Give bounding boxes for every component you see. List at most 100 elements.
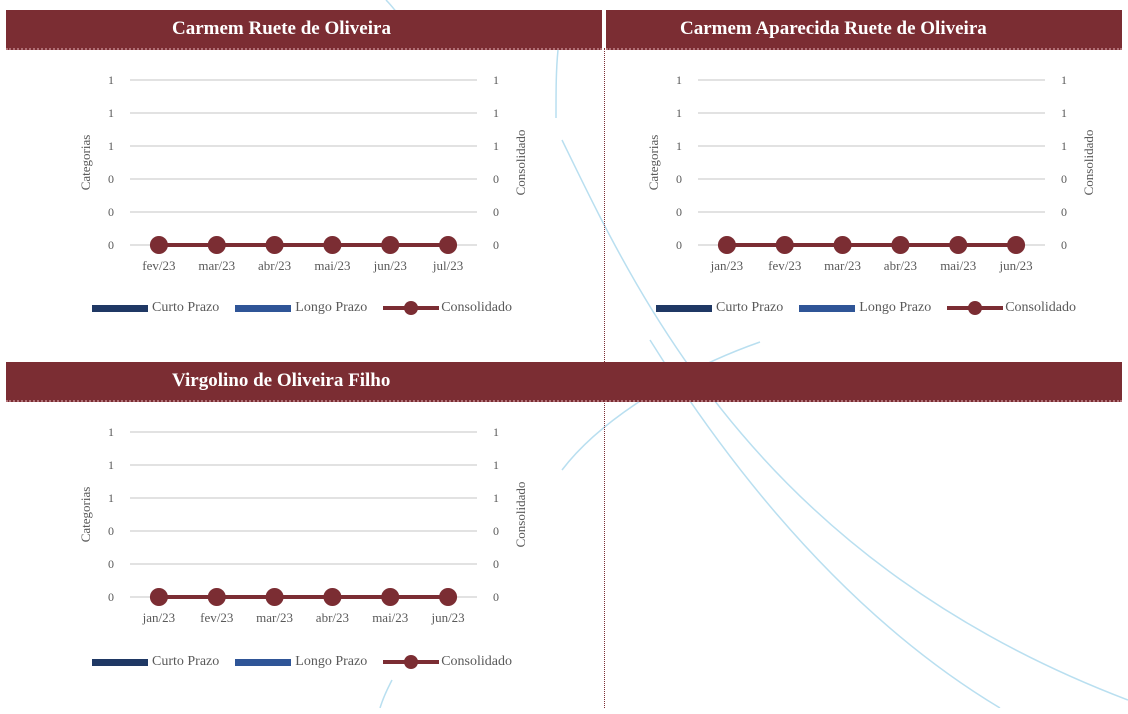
y-tick-label: 1 [108,458,114,472]
legend-label: Longo Prazo [859,300,931,316]
legend-item-consolidado: Consolidado [383,300,512,316]
y2-tick-label: 1 [493,106,499,120]
legend-item-curto: Curto Prazo [656,300,783,316]
x-tick-label: fev/23 [768,258,801,273]
y-tick-label: 0 [108,205,114,219]
x-tick-label: jun/23 [373,258,407,273]
chart-svg: 1 1 1 1 1 1 0 0 0 0 0 0 Categorias Consolidado jan/23 f… [72,414,542,644]
y-tick-label: 0 [108,524,114,538]
y-tick-label: 1 [108,106,114,120]
x-tick-label: jun/23 [998,258,1032,273]
y-axis-title: Categorias [78,135,93,191]
legend-item-longo: Longo Prazo [235,300,367,316]
y-tick-label: 1 [108,425,114,439]
chart-svg: 1 1 1 1 1 1 0 0 0 0 0 0 Categorias Consolidado fev/23 m… [72,62,542,292]
legend-swatch-curto [92,659,148,666]
y-tick-label: 1 [108,73,114,87]
x-tick-label: jun/23 [430,610,464,625]
consolidado-point [776,236,794,254]
legend-label: Longo Prazo [295,300,367,316]
legend-label: Curto Prazo [152,654,219,670]
consolidado-point [439,588,457,606]
y2-tick-label: 1 [493,139,499,153]
x-tick-label: mai/23 [314,258,350,273]
consolidado-point [891,236,909,254]
y2-tick-label: 0 [493,557,499,571]
legend-item-longo: Longo Prazo [799,300,931,316]
y2-axis-title: Consolidado [513,130,528,196]
legend-label: Consolidado [1005,300,1076,316]
chart-title: Carmem Ruete de Oliveira [172,18,391,40]
chart-panel: 1 1 1 1 1 1 0 0 0 0 0 0 Categorias Consolidado jan/23 f… [72,414,632,714]
consolidado-point [266,588,284,606]
y2-tick-label: 0 [493,172,499,186]
legend-swatch-longo [235,659,291,666]
legend-swatch-longo [235,305,291,312]
consolidado-point [323,236,341,254]
y-tick-label: 0 [676,238,682,252]
y-tick-label: 0 [108,238,114,252]
legend-item-consolidado: Consolidado [947,300,1076,316]
legend-swatch-curto [92,305,148,312]
consolidado-point [208,236,226,254]
y2-tick-label: 1 [1061,106,1067,120]
y2-tick-label: 0 [1061,172,1067,186]
consolidado-point [1007,236,1025,254]
x-tick-label: jan/23 [142,610,176,625]
consolidado-point [834,236,852,254]
legend-item-curto: Curto Prazo [92,300,219,316]
legend-label: Longo Prazo [295,654,367,670]
y2-tick-label: 1 [493,491,499,505]
legend-item-longo: Longo Prazo [235,654,367,670]
x-tick-label: jan/23 [710,258,744,273]
banner-chart-1: Carmem Ruete de Oliveira [6,10,602,50]
legend-label: Consolidado [441,654,512,670]
chart-panel: 1 1 1 1 1 1 0 0 0 0 0 0 Categorias Consolidado fev/23 m… [72,62,632,362]
consolidado-point [150,588,168,606]
y2-tick-label: 1 [1061,139,1067,153]
y-tick-label: 0 [676,205,682,219]
legend-swatch-consolidado [947,301,1003,315]
y-tick-label: 1 [676,73,682,87]
y2-tick-label: 0 [493,524,499,538]
y-tick-label: 0 [676,172,682,186]
y-axis-title: Categorias [78,487,93,543]
y2-tick-label: 1 [493,425,499,439]
x-tick-label: mar/23 [198,258,235,273]
x-tick-label: mar/23 [256,610,293,625]
x-tick-label: abr/23 [884,258,917,273]
y-axis-title: Categorias [646,135,661,191]
y-tick-label: 1 [108,491,114,505]
x-tick-label: abr/23 [316,610,349,625]
y2-tick-label: 0 [493,238,499,252]
chart-legend: Curto Prazo Longo Prazo Consolidado [656,300,1092,316]
legend-swatch-curto [656,305,712,312]
y-tick-label: 1 [676,106,682,120]
y-tick-label: 1 [108,139,114,153]
y2-tick-label: 0 [493,590,499,604]
consolidado-point [439,236,457,254]
legend-swatch-longo [799,305,855,312]
consolidado-point [323,588,341,606]
y-tick-label: 0 [108,557,114,571]
y2-axis-title: Consolidado [1081,130,1096,196]
y2-tick-label: 0 [1061,238,1067,252]
y-tick-label: 0 [108,172,114,186]
x-tick-label: mai/23 [372,610,408,625]
y-tick-label: 0 [108,590,114,604]
x-tick-label: fev/23 [142,258,175,273]
consolidado-point [150,236,168,254]
x-tick-label: jul/23 [432,258,463,273]
consolidado-point [381,236,399,254]
consolidado-point [381,588,399,606]
legend-label: Curto Prazo [716,300,783,316]
chart-title: Carmem Aparecida Ruete de Oliveira [680,18,987,40]
consolidado-point [718,236,736,254]
y2-tick-label: 0 [493,205,499,219]
chart-title: Virgolino de Oliveira Filho [172,370,390,392]
banner-chart-2: Carmem Aparecida Ruete de Oliveira [606,10,1122,50]
y2-tick-label: 1 [1061,73,1067,87]
x-tick-label: fev/23 [200,610,233,625]
chart-legend: Curto Prazo Longo Prazo Consolidado [92,300,528,316]
consolidado-point [208,588,226,606]
